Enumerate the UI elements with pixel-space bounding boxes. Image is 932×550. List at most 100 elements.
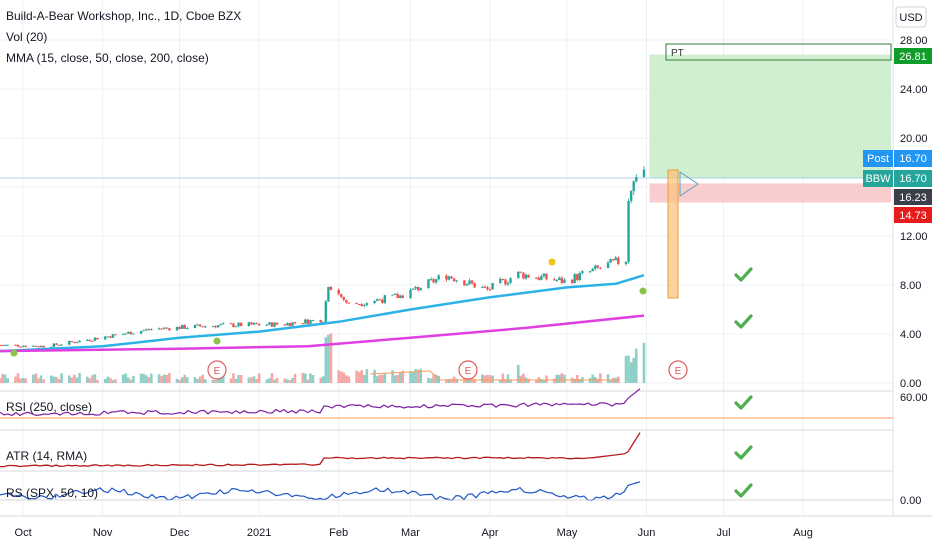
volume-bar bbox=[178, 379, 181, 383]
volume-bar bbox=[126, 377, 130, 383]
volume-bar bbox=[355, 370, 358, 383]
breakout-highlight bbox=[667, 169, 679, 299]
volume-bar bbox=[498, 379, 502, 383]
volume-bar bbox=[270, 373, 274, 383]
price-axis-tick: 12.00 bbox=[900, 231, 928, 243]
candle-body bbox=[517, 271, 520, 279]
candle-body bbox=[378, 299, 381, 301]
earnings-marker[interactable]: E bbox=[668, 360, 688, 380]
volume-bar bbox=[642, 342, 646, 383]
candle-body bbox=[168, 328, 171, 331]
candle-body bbox=[239, 322, 243, 327]
volume-bar bbox=[201, 374, 204, 383]
price-axis[interactable]: 28.00 24.00 20.00 12.00 8.00 4.00 0.00 bbox=[900, 35, 928, 390]
time-axis[interactable]: Oct Nov Dec 2021 Feb Mar Apr May Jun Jul Aug bbox=[15, 527, 813, 539]
svg-text:26.81: 26.81 bbox=[899, 51, 927, 63]
candle-body bbox=[486, 287, 489, 290]
checkmarks bbox=[734, 267, 753, 498]
candle-body bbox=[552, 279, 556, 281]
candle-body bbox=[629, 191, 633, 201]
volume-bar bbox=[234, 378, 238, 383]
candle-body bbox=[509, 278, 512, 283]
volume-bar bbox=[321, 376, 325, 383]
candle-body bbox=[283, 324, 286, 326]
volume-bar bbox=[0, 378, 2, 383]
volume-bar bbox=[288, 379, 292, 383]
earnings-marker[interactable]: E bbox=[207, 360, 227, 380]
candle-body bbox=[268, 322, 271, 325]
volume-bar bbox=[360, 370, 364, 383]
candle-body bbox=[342, 297, 345, 300]
candle-body bbox=[537, 277, 540, 280]
candle-body bbox=[447, 276, 451, 280]
candle-body bbox=[275, 322, 279, 325]
volume-bar bbox=[434, 374, 438, 383]
volume-bar bbox=[634, 348, 638, 383]
candle-body bbox=[324, 301, 328, 322]
candle-body bbox=[591, 268, 594, 272]
volume-bar bbox=[273, 379, 276, 383]
volume-bar bbox=[519, 375, 523, 383]
candle-body bbox=[52, 343, 56, 347]
volume-bar bbox=[237, 375, 240, 383]
volume-bar bbox=[193, 377, 197, 383]
candle-body bbox=[401, 295, 404, 299]
price-axis-tick: 20.00 bbox=[900, 133, 928, 145]
volume-bar bbox=[527, 378, 530, 383]
stop-price-tag: 14.73 bbox=[894, 207, 932, 223]
volume-bar bbox=[142, 373, 145, 383]
rs-label[interactable]: RS (SPX, 50, 10) bbox=[6, 486, 98, 500]
volume-bar bbox=[214, 379, 217, 383]
candle-body bbox=[381, 299, 384, 303]
vol-indicator-label[interactable]: Vol (20) bbox=[6, 30, 47, 44]
candle-body bbox=[250, 322, 253, 325]
volume-bar bbox=[632, 357, 636, 383]
currency-button[interactable] bbox=[895, 6, 927, 28]
candle-body bbox=[527, 274, 530, 278]
volume-bar bbox=[301, 373, 305, 383]
time-axis-tick: Nov bbox=[93, 527, 113, 539]
candle-body bbox=[391, 294, 394, 296]
volume-bar bbox=[91, 375, 94, 383]
candle-body bbox=[301, 323, 304, 325]
pt-label: PT bbox=[671, 48, 684, 59]
volume-bar bbox=[175, 378, 179, 383]
svg-text:E: E bbox=[214, 366, 221, 377]
candle-body bbox=[614, 257, 617, 261]
svg-text:16.70: 16.70 bbox=[899, 153, 927, 165]
check-icon bbox=[734, 445, 753, 460]
rsi-label[interactable]: RSI (250, close) bbox=[6, 400, 92, 414]
atr-label[interactable]: ATR (14, RMA) bbox=[6, 449, 87, 463]
volume-bar bbox=[380, 374, 384, 383]
candle-body bbox=[93, 337, 97, 341]
candle-body bbox=[255, 323, 258, 325]
earnings-marker[interactable]: E bbox=[458, 360, 478, 380]
svg-text:E: E bbox=[465, 366, 472, 377]
mma-indicator-label[interactable]: MMA (15, close, 50, close, 200, close) bbox=[6, 51, 209, 65]
rs-axis-tick: 0.00 bbox=[900, 495, 921, 507]
current-price-tag: 16.23 bbox=[894, 189, 932, 205]
candle-body bbox=[540, 276, 543, 280]
rs-line bbox=[0, 481, 641, 501]
candle-body bbox=[473, 283, 476, 288]
candle-body bbox=[121, 333, 125, 335]
check-icon bbox=[734, 314, 753, 329]
candle-body bbox=[214, 326, 217, 328]
volume-bar bbox=[606, 374, 610, 383]
candle-body bbox=[109, 336, 112, 338]
volume-bar bbox=[14, 376, 17, 383]
candle-body bbox=[345, 299, 348, 303]
candle-body bbox=[416, 286, 420, 291]
volume-bar bbox=[16, 373, 20, 383]
candle-body bbox=[399, 295, 402, 299]
volume-bar bbox=[342, 372, 346, 383]
candle-body bbox=[373, 300, 376, 304]
volume-bar bbox=[147, 377, 151, 383]
volume-bar bbox=[268, 378, 271, 383]
volume-bar bbox=[3, 374, 7, 383]
candle-body bbox=[183, 325, 186, 329]
signal-dot-yellow bbox=[548, 258, 556, 266]
volume-bar bbox=[247, 377, 251, 383]
volume-bar bbox=[198, 376, 202, 383]
